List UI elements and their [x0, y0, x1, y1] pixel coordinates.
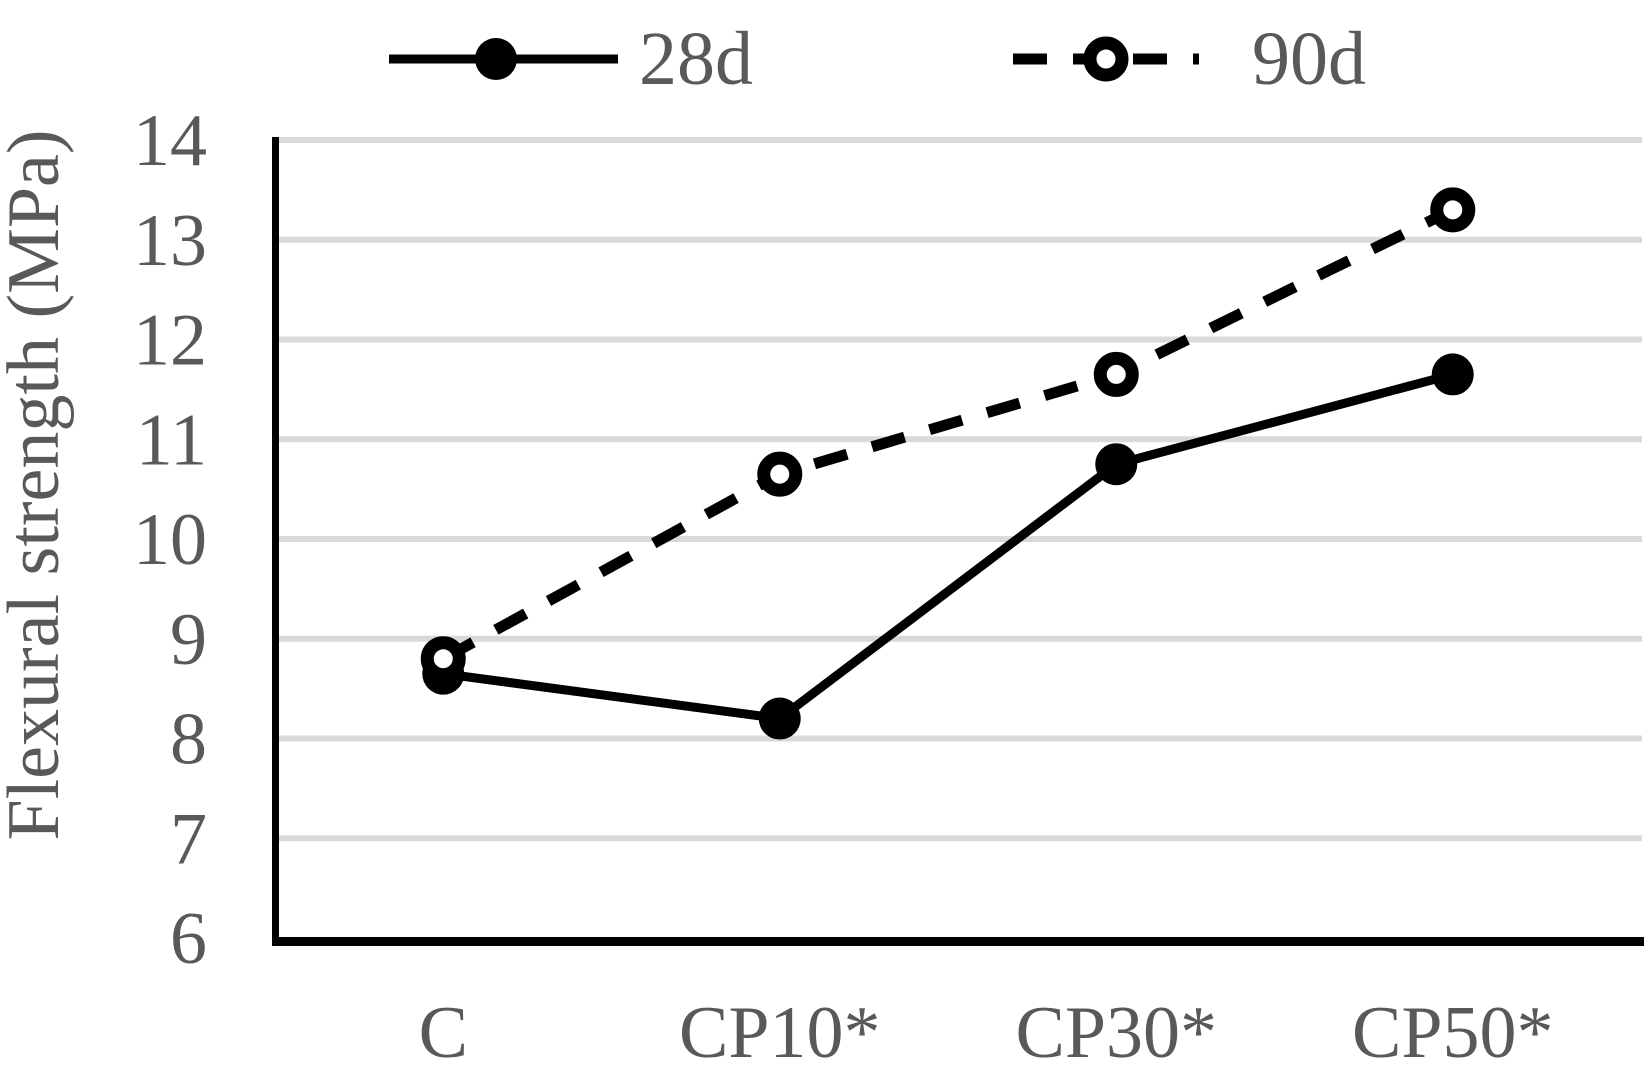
- series-line-90d: [440, 204, 1456, 664]
- y-tick-label: 8: [170, 699, 207, 781]
- legend-label-28d: 28d: [639, 17, 753, 101]
- legend: 28d 90d: [0, 16, 1644, 102]
- marker-28d: [1431, 353, 1474, 396]
- x-category-label: CP30*: [1015, 992, 1217, 1074]
- marker-28d: [1095, 443, 1138, 486]
- y-tick-label: 11: [136, 399, 207, 481]
- x-category-label: C: [419, 992, 468, 1074]
- y-tick-label: 12: [133, 300, 207, 382]
- y-axis-line: [272, 137, 279, 946]
- marker-90d: [1093, 351, 1139, 397]
- marker-90d: [420, 636, 466, 682]
- y-tick-label: 6: [170, 898, 207, 980]
- solid-line-filled-circle-icon: [389, 38, 618, 80]
- y-tick-label: 10: [133, 499, 207, 581]
- legend-item-28d: 28d: [386, 16, 753, 102]
- y-axis-title: Flexural strength (MPa): [0, 129, 75, 840]
- series-line-28d: [442, 370, 1454, 724]
- x-axis-line: [272, 937, 1644, 946]
- marker-28d: [758, 697, 801, 740]
- legend-label-90d: 90d: [1252, 17, 1366, 101]
- y-tick-label: 9: [170, 599, 207, 681]
- y-tick-label: 13: [133, 200, 207, 282]
- legend-item-90d: 90d: [1010, 16, 1366, 102]
- y-tick-label: 7: [170, 798, 207, 880]
- marker-90d: [757, 451, 803, 497]
- y-tick-label: 14: [133, 100, 207, 182]
- dashed-line-open-circle-icon: [1013, 36, 1199, 82]
- x-category-label: CP50*: [1352, 992, 1554, 1074]
- x-category-label: CP10*: [679, 992, 881, 1074]
- marker-90d: [1430, 187, 1476, 233]
